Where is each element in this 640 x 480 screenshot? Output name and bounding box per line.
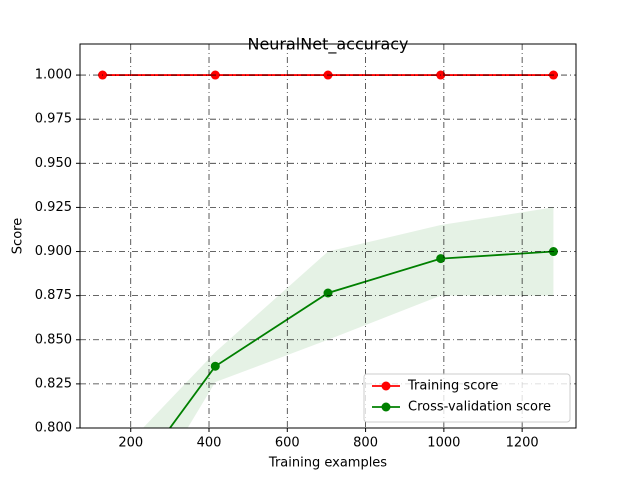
data-point <box>436 254 446 264</box>
y-tick-label: 0.925 <box>35 200 72 215</box>
legend-label: Training score <box>407 379 498 394</box>
x-tick-label: 400 <box>197 436 222 451</box>
y-tick-label: 0.825 <box>35 376 72 391</box>
confidence-band <box>142 207 554 428</box>
y-tick-label: 0.875 <box>35 288 72 303</box>
y-axis-label: Score <box>11 218 26 254</box>
y-tick-label: 0.950 <box>35 156 72 171</box>
y-tick-label: 1.000 <box>35 68 72 83</box>
y-tick-label: 0.900 <box>35 244 72 259</box>
x-tick-label: 800 <box>353 436 378 451</box>
x-tick-label: 600 <box>275 436 300 451</box>
data-point <box>210 361 220 371</box>
x-tick-label: 200 <box>118 436 143 451</box>
legend-marker <box>381 402 391 412</box>
x-tick-label: 1000 <box>427 436 460 451</box>
axes-frame <box>79 43 577 429</box>
y-tick-label: 0.975 <box>35 112 72 127</box>
y-tick-label: 0.850 <box>35 332 72 347</box>
data-point <box>323 288 333 298</box>
legend-marker <box>381 381 391 391</box>
y-tick-label: 0.800 <box>35 421 72 436</box>
legend-label: Cross-validation score <box>408 400 551 415</box>
x-axis-label: Training examples <box>268 456 387 471</box>
legend-box <box>363 373 571 423</box>
x-tick-label: 1200 <box>506 436 539 451</box>
